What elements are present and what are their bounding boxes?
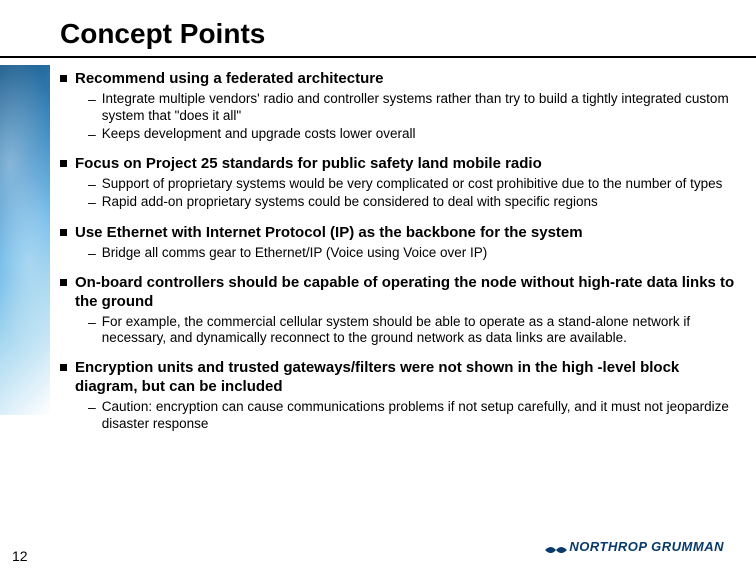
sub-bullet: – Integrate multiple vendors' radio and … [88,91,740,125]
page-number: 12 [12,548,28,564]
bullet-point: Focus on Project 25 standards for public… [60,155,740,212]
bullet-heading-row: Focus on Project 25 standards for public… [60,155,740,174]
sub-bullet-list: – Bridge all comms gear to Ethernet/IP (… [88,245,740,263]
sidebar-decoration [0,65,50,415]
sub-bullet-list: – For example, the commercial cellular s… [88,314,740,348]
sub-bullet-list: – Integrate multiple vendors' radio and … [88,91,740,143]
sub-bullet: – Caution: encryption can cause communic… [88,399,740,433]
sub-bullet-text: Integrate multiple vendors' radio and co… [102,91,740,125]
bullet-heading-text: On-board controllers should be capable o… [75,274,740,312]
bullet-heading-text: Encryption units and trusted gateways/fi… [75,359,740,397]
dash-icon: – [88,126,96,144]
bullet-point: On-board controllers should be capable o… [60,274,740,347]
sub-bullet: – For example, the commercial cellular s… [88,314,740,348]
square-bullet-icon [60,364,67,371]
sub-bullet-text: Keeps development and upgrade costs lowe… [102,126,416,143]
dash-icon: – [88,176,96,194]
sub-bullet: – Keeps development and upgrade costs lo… [88,126,740,144]
sub-bullet: – Support of proprietary systems would b… [88,176,740,194]
sub-bullet: – Rapid add-on proprietary systems could… [88,194,740,212]
bullet-heading-text: Recommend using a federated architecture [75,70,383,89]
square-bullet-icon [60,279,67,286]
square-bullet-icon [60,229,67,236]
sub-bullet-list: – Support of proprietary systems would b… [88,176,740,212]
square-bullet-icon [60,75,67,82]
dash-icon: – [88,314,96,332]
sub-bullet-text: Caution: encryption can cause communicat… [102,399,740,433]
dash-icon: – [88,194,96,212]
logo-text: NORTHROP GRUMMAN [569,539,724,554]
dash-icon: – [88,399,96,417]
bullet-heading-text: Focus on Project 25 standards for public… [75,155,542,174]
title-underline [0,56,756,58]
sub-bullet-text: Support of proprietary systems would be … [102,176,723,193]
logo-mark-icon [545,543,567,553]
content-area: Recommend using a federated architecture… [60,70,740,445]
sub-bullet-text: Rapid add-on proprietary systems could b… [102,194,598,211]
slide-title: Concept Points [60,18,265,50]
bullet-heading-row: On-board controllers should be capable o… [60,274,740,312]
sub-bullet-text: Bridge all comms gear to Ethernet/IP (Vo… [102,245,487,262]
sub-bullet-text: For example, the commercial cellular sys… [102,314,740,348]
bullet-point: Encryption units and trusted gateways/fi… [60,359,740,432]
sub-bullet: – Bridge all comms gear to Ethernet/IP (… [88,245,740,263]
bullet-heading-row: Recommend using a federated architecture [60,70,740,89]
bullet-heading-row: Encryption units and trusted gateways/fi… [60,359,740,397]
bullet-heading-row: Use Ethernet with Internet Protocol (IP)… [60,224,740,243]
company-logo: NORTHROP GRUMMAN [545,539,724,554]
dash-icon: – [88,91,96,109]
bullet-point: Use Ethernet with Internet Protocol (IP)… [60,224,740,262]
bullet-heading-text: Use Ethernet with Internet Protocol (IP)… [75,224,583,243]
bullet-point: Recommend using a federated architecture… [60,70,740,143]
square-bullet-icon [60,160,67,167]
sub-bullet-list: – Caution: encryption can cause communic… [88,399,740,433]
dash-icon: – [88,245,96,263]
